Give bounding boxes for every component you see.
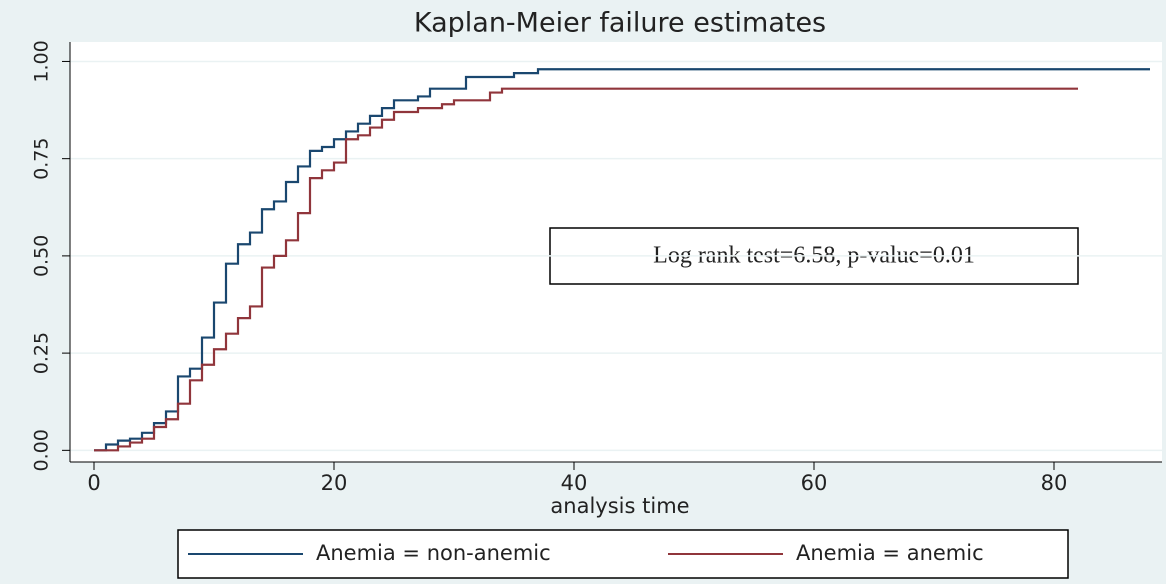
x-axis-label: analysis time <box>550 494 689 518</box>
x-tick-label: 60 <box>801 471 828 495</box>
y-tick-label: 1.00 <box>31 40 53 82</box>
x-tick-label: 0 <box>87 471 100 495</box>
legend-label: Anemia = anemic <box>796 541 984 565</box>
km-curve <box>94 87 1078 452</box>
km-curve <box>94 68 1150 452</box>
y-tick-label: 0.00 <box>31 429 53 471</box>
x-tick-label: 80 <box>1041 471 1068 495</box>
y-tick-label: 0.50 <box>31 235 53 277</box>
chart-title: Kaplan-Meier failure estimates <box>414 8 826 39</box>
legend-box <box>177 529 1069 579</box>
x-tick-label: 20 <box>321 471 348 495</box>
y-tick-label: 0.25 <box>31 332 53 374</box>
y-tick-label: 0.75 <box>31 138 53 180</box>
x-tick-label: 40 <box>561 471 588 495</box>
legend-label: Anemia = non-anemic <box>316 541 551 565</box>
